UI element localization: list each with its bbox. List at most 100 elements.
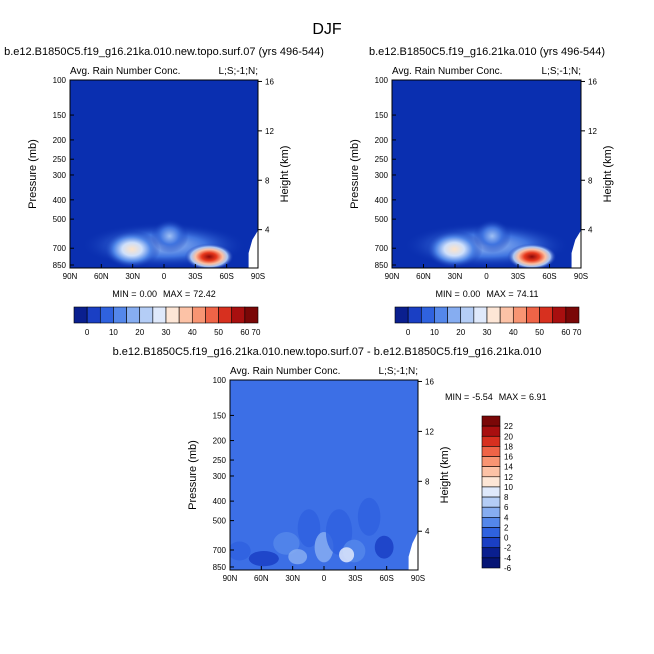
colorbar-label: 60 (561, 328, 570, 337)
colorbar-label: 50 (535, 328, 544, 337)
diff-patch (288, 549, 308, 565)
colorbar-swatch (481, 456, 501, 467)
min-value: 0.00 (139, 289, 157, 299)
colorbar-label: 20 (135, 328, 144, 337)
x-tick-label: 60S (542, 272, 556, 281)
y-tick-label: 150 (375, 111, 389, 120)
x-tick-label: 0 (162, 272, 167, 281)
panel-title: b.e12.B1850C5.f19_g16.21ka.010 (yrs 496-… (369, 46, 605, 58)
colorbar-label: 40 (509, 328, 518, 337)
colorbar-label: 8 (504, 493, 509, 502)
colorbar-swatch (113, 306, 127, 324)
y-tick-label: 700 (375, 244, 389, 253)
y-axis-title: Pressure (mb) (27, 139, 39, 209)
colorbar-swatch (460, 306, 475, 324)
colorbar-label: 14 (504, 463, 513, 472)
colorbar-swatch (481, 476, 501, 488)
units-label: L;S;-1;N; (219, 66, 258, 77)
colorbar-label: 40 (188, 328, 197, 337)
y-tick-label: 200 (53, 136, 67, 145)
y2-axis-title: Height (km) (439, 447, 451, 504)
x-tick-label: 30S (188, 272, 202, 281)
units-label: L;S;-1;N; (379, 366, 418, 377)
y-tick-label: 400 (53, 196, 67, 205)
contour-blob-north (103, 230, 161, 268)
colorbar-swatch (481, 527, 501, 538)
panel-bottom-difference: b.e12.B1850C5.f19_g16.21ka.010.new.topo.… (113, 346, 547, 583)
colorbar-label: 2 (504, 523, 509, 532)
colorbar-label: 10 (109, 328, 118, 337)
diff-patch (325, 509, 353, 555)
y-tick-label: 200 (375, 136, 389, 145)
x-tick-label: 90S (251, 272, 265, 281)
colorbar-swatch (231, 306, 246, 324)
colorbar-label: 0 (85, 328, 90, 337)
y-tick-label: 850 (375, 261, 389, 270)
colorbar-swatch (481, 425, 501, 437)
x-tick-label: 0 (484, 272, 489, 281)
y-tick-label: 250 (213, 456, 227, 465)
topography-mask (571, 230, 581, 268)
colorbar-swatch (191, 306, 206, 324)
min-label: MIN = (436, 289, 460, 299)
colorbar-label: 10 (430, 328, 439, 337)
diff-patch (357, 497, 381, 536)
x-tick-label: 90N (223, 574, 238, 583)
colorbar-swatch (499, 306, 514, 324)
min-value: -5.54 (472, 392, 493, 402)
colorbar-label: -4 (504, 554, 512, 563)
colorbar-label: 0 (504, 534, 509, 543)
y2-tick-label: 8 (265, 176, 270, 185)
max-label: MAX = (163, 289, 190, 299)
y-tick-label: 400 (213, 497, 227, 506)
diff-patch (248, 551, 279, 567)
colorbar-label: 10 (504, 483, 513, 492)
y2-axis-title: Height (km) (279, 146, 291, 203)
colorbar-swatch (407, 306, 422, 324)
y2-tick-label: 12 (588, 127, 597, 136)
x-tick-label: 60N (254, 574, 269, 583)
x-tick-label: 30N (448, 272, 463, 281)
colorbar-swatch (473, 306, 488, 324)
panel-title: b.e12.B1850C5.f19_g16.21ka.010.new.topo.… (4, 46, 324, 58)
y2-tick-label: 16 (265, 77, 274, 86)
colorbar-swatch (420, 306, 435, 324)
x-tick-label: 30N (285, 574, 300, 583)
y-tick-label: 300 (375, 171, 389, 180)
colorbar-swatch (165, 306, 180, 324)
field-contours (81, 219, 258, 268)
y2-tick-label: 16 (588, 77, 597, 86)
colorbar-swatch (481, 547, 501, 559)
colorbar-swatch (481, 496, 501, 508)
y-tick-label: 500 (213, 517, 227, 526)
colorbar-swatch (481, 537, 501, 549)
colorbar-swatch (481, 557, 501, 569)
colorbar-swatch (434, 306, 448, 324)
y2-axis-title: Height (km) (602, 146, 614, 203)
min-label: MIN = (112, 289, 136, 299)
colorbar-swatch (178, 306, 193, 324)
colorbar-swatch (73, 306, 88, 324)
y2-tick-label: 12 (425, 427, 434, 436)
diff-patch (273, 532, 300, 555)
colorbar-swatch (139, 306, 154, 324)
colorbar-label: 70 (252, 328, 261, 337)
topography-mask (408, 532, 418, 570)
diff-patch (339, 547, 355, 563)
colorbar-label: 6 (504, 503, 509, 512)
y-tick-label: 200 (213, 437, 227, 446)
colorbar-swatch (152, 306, 167, 324)
colorbar-swatch (99, 306, 114, 324)
y-tick-label: 700 (53, 244, 67, 253)
y-axis-title: Pressure (mb) (349, 139, 361, 209)
y-tick-label: 850 (53, 261, 67, 270)
field-contours (403, 219, 581, 268)
colorbar-label: 20 (504, 432, 513, 441)
y-axis-title: Pressure (mb) (187, 440, 199, 510)
variable-label: Avg. Rain Number Conc. (70, 66, 180, 77)
y-tick-label: 100 (53, 76, 67, 85)
panel-top-right: b.e12.B1850C5.f19_g16.21ka.010 (yrs 496-… (349, 46, 614, 337)
y-tick-label: 300 (213, 472, 227, 481)
contour-max-blob (184, 243, 234, 268)
y-tick-label: 500 (53, 215, 67, 224)
